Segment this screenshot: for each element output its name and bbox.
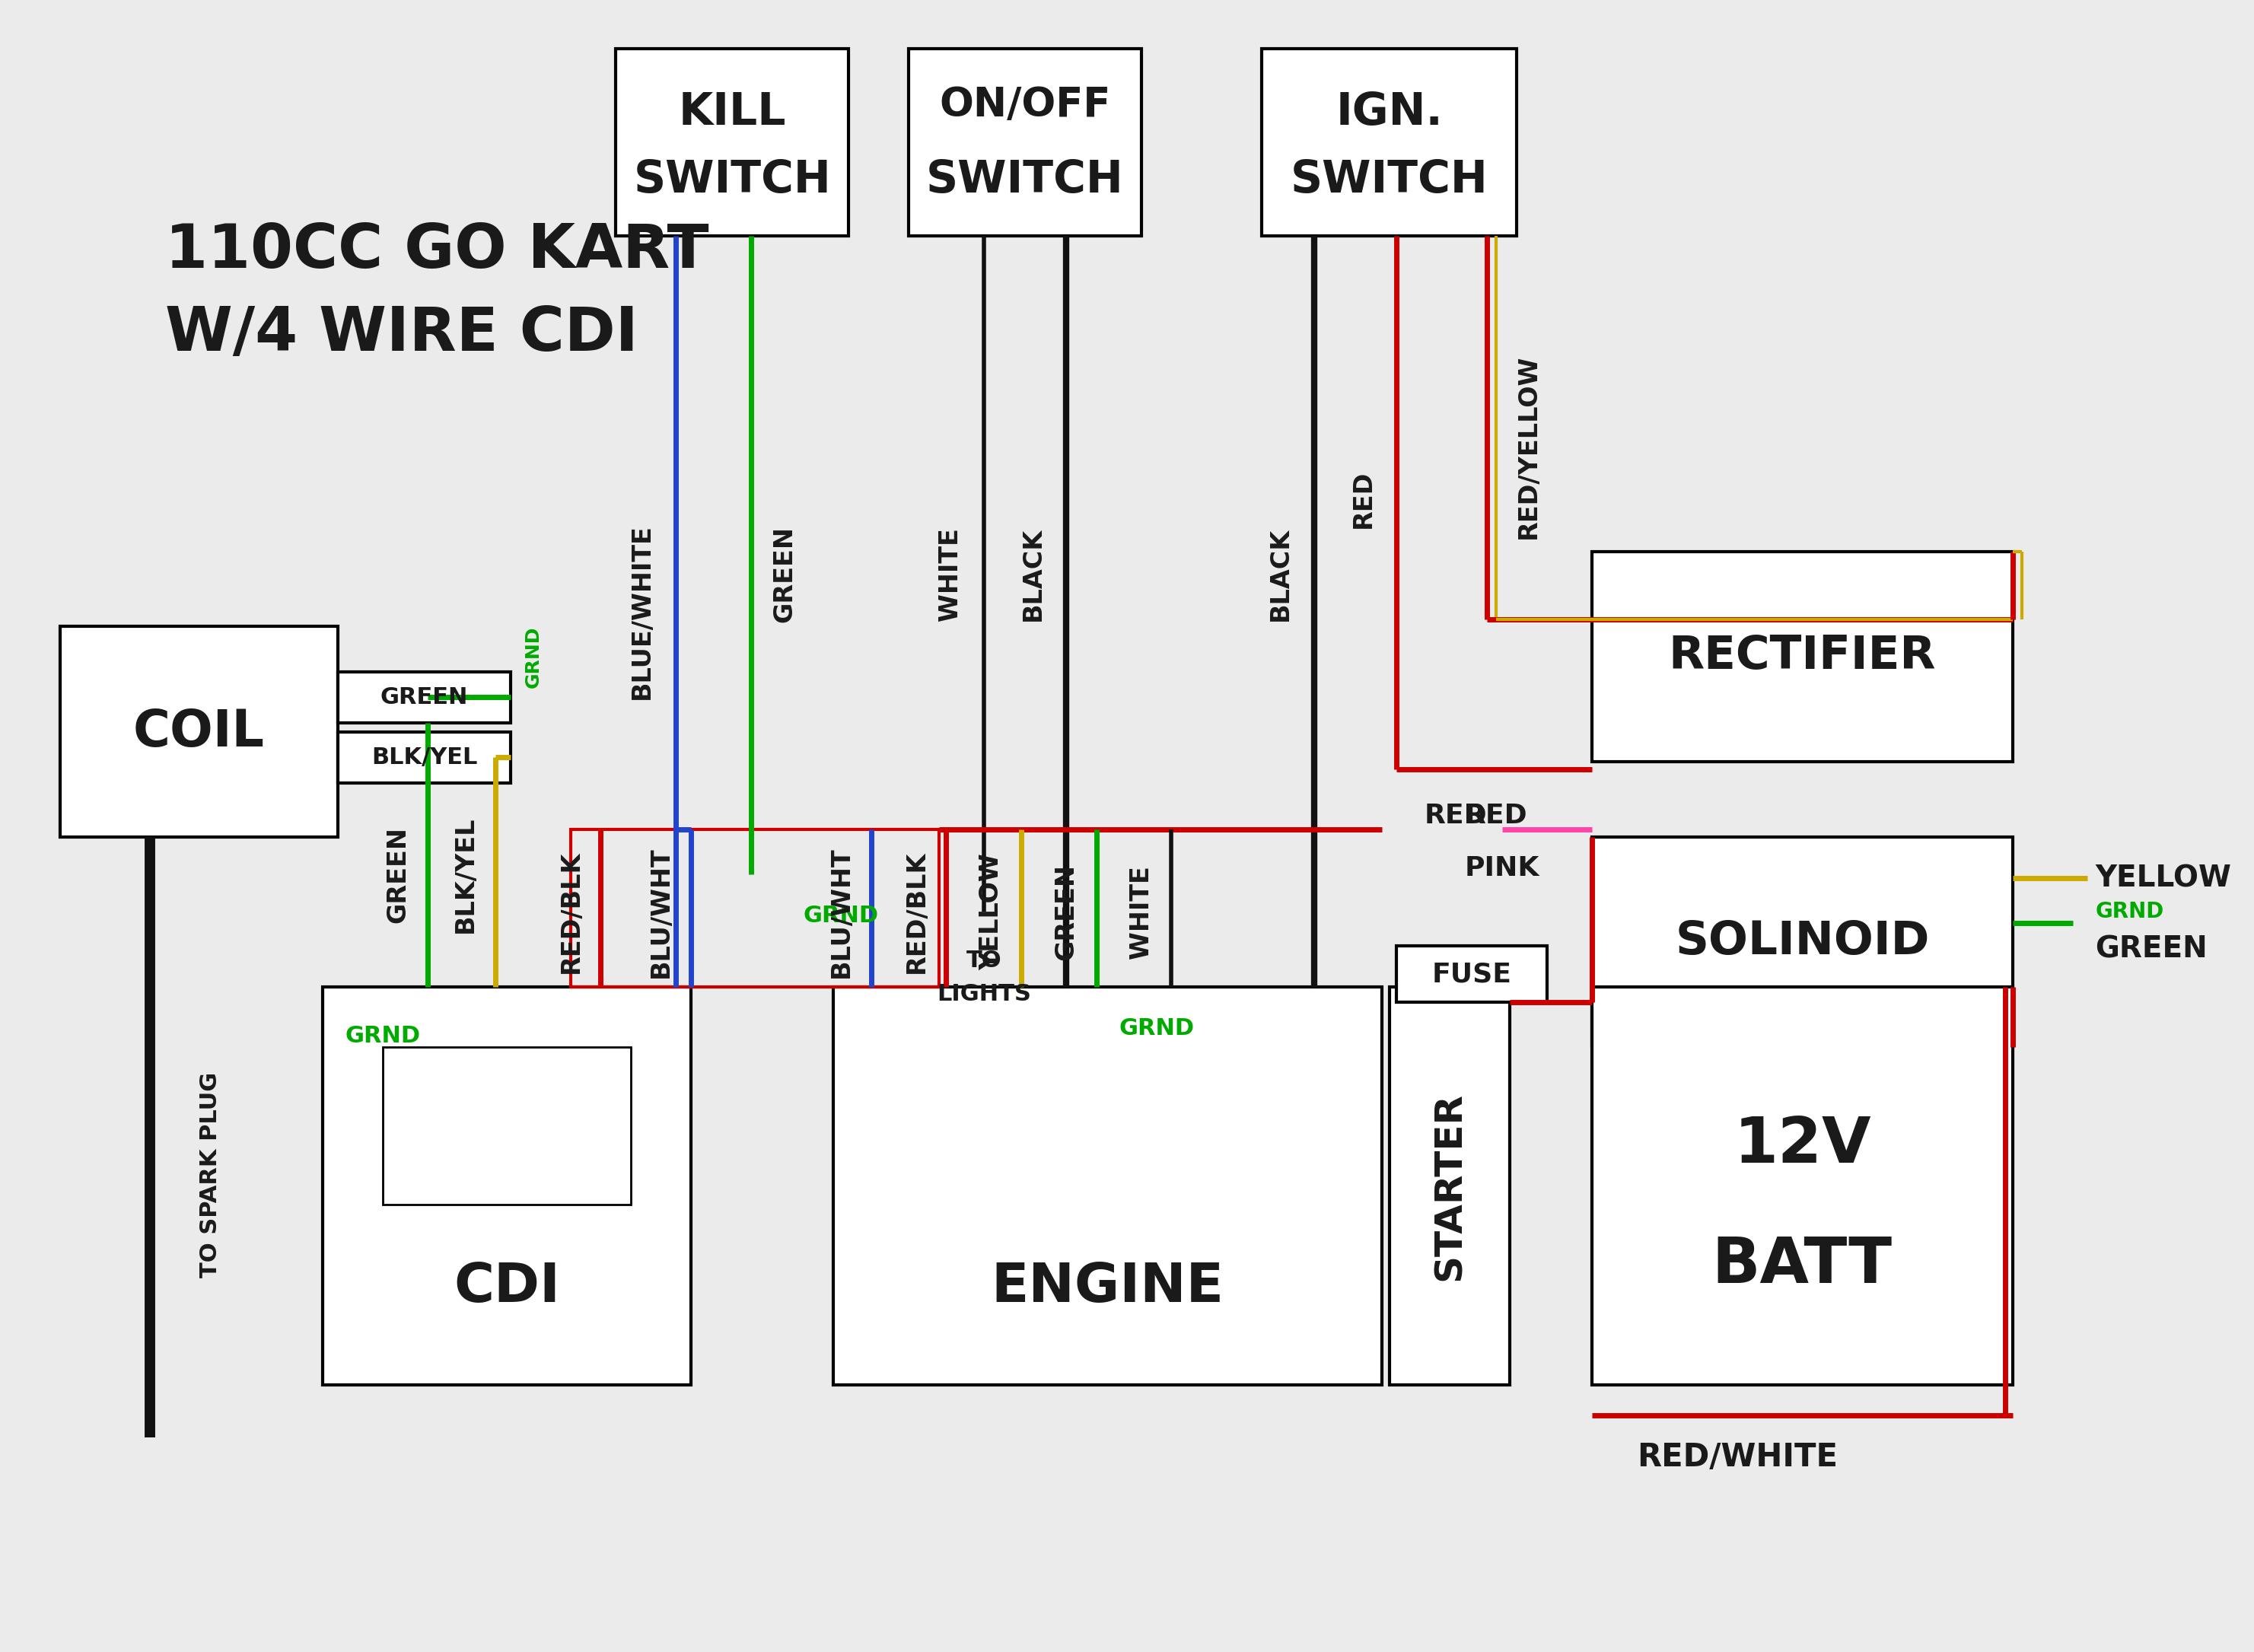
Text: RED/YELLOW: RED/YELLOW [1515, 354, 1542, 539]
Text: SWITCH: SWITCH [633, 159, 832, 202]
Text: WHITE: WHITE [938, 527, 962, 621]
Text: BLACK: BLACK [1021, 527, 1046, 621]
Text: BLU/WHT: BLU/WHT [649, 846, 674, 978]
Bar [570, 829, 938, 988]
Text: GREEN: GREEN [2096, 935, 2207, 965]
Bar [322, 988, 692, 1384]
Bar [1591, 838, 2013, 1047]
Text: BLK/YEL: BLK/YEL [372, 747, 478, 768]
Text: GRND: GRND [345, 1024, 421, 1047]
Text: SWITCH: SWITCH [1292, 159, 1488, 202]
Text: FUSE: FUSE [1431, 961, 1512, 988]
Bar [338, 732, 512, 783]
Bar [1591, 988, 2013, 1384]
Text: RED: RED [1425, 803, 1488, 829]
Text: RED/BLK: RED/BLK [904, 851, 929, 973]
Bar [383, 1047, 631, 1204]
Text: RED/BLK: RED/BLK [559, 851, 584, 973]
Text: GREEN: GREEN [385, 826, 410, 923]
Text: GRND: GRND [1118, 1018, 1195, 1039]
Text: BLUE/WHITE: BLUE/WHITE [629, 524, 654, 699]
Text: GREEN: GREEN [773, 525, 798, 623]
Text: BLACK: BLACK [1267, 527, 1294, 621]
Text: IGN.: IGN. [1337, 91, 1443, 134]
Bar [1262, 48, 1517, 236]
Text: BLU/WHT: BLU/WHT [829, 846, 854, 978]
Bar [615, 48, 848, 236]
Text: RED: RED [1350, 469, 1375, 529]
Text: GREEN: GREEN [381, 686, 469, 709]
Text: BATT: BATT [1713, 1234, 1893, 1295]
Text: GRND: GRND [802, 905, 879, 927]
Text: ON/OFF: ON/OFF [940, 84, 1111, 124]
Text: ENGINE: ENGINE [992, 1260, 1224, 1313]
Text: TO SPARK PLUG: TO SPARK PLUG [198, 1072, 221, 1277]
Text: PINK: PINK [1465, 856, 1539, 882]
Bar [1388, 988, 1510, 1384]
Text: WHITE: WHITE [1129, 866, 1154, 958]
Text: TO: TO [967, 950, 1001, 971]
Bar [61, 626, 338, 838]
Text: COIL: COIL [133, 707, 264, 757]
Text: GREEN: GREEN [1055, 864, 1080, 960]
Text: SWITCH: SWITCH [926, 159, 1125, 202]
Text: SOLINOID: SOLINOID [1675, 920, 1929, 965]
Text: W/4 WIRE CDI: W/4 WIRE CDI [165, 304, 638, 363]
Bar [1591, 552, 2013, 762]
Text: LIGHTS: LIGHTS [938, 983, 1030, 1006]
Text: STARTER: STARTER [1431, 1092, 1467, 1280]
Text: YELLOW: YELLOW [978, 854, 1003, 970]
Text: RED/WHITE: RED/WHITE [1636, 1442, 1837, 1474]
Text: GRND: GRND [2096, 902, 2164, 922]
Bar [908, 48, 1141, 236]
Text: YELLOW: YELLOW [2096, 864, 2231, 892]
Text: RECTIFIER: RECTIFIER [1668, 634, 1936, 679]
Text: GRND: GRND [523, 626, 543, 687]
Text: CDI: CDI [453, 1260, 559, 1313]
Bar [834, 988, 1382, 1384]
Text: 110CC GO KART: 110CC GO KART [165, 221, 710, 281]
Text: KILL: KILL [678, 91, 787, 134]
Text: BLK/YEL: BLK/YEL [453, 816, 478, 933]
Text: RED: RED [1465, 803, 1528, 829]
Bar [1397, 947, 1546, 1003]
Text: 12V: 12V [1733, 1113, 1871, 1176]
Bar [338, 672, 512, 722]
